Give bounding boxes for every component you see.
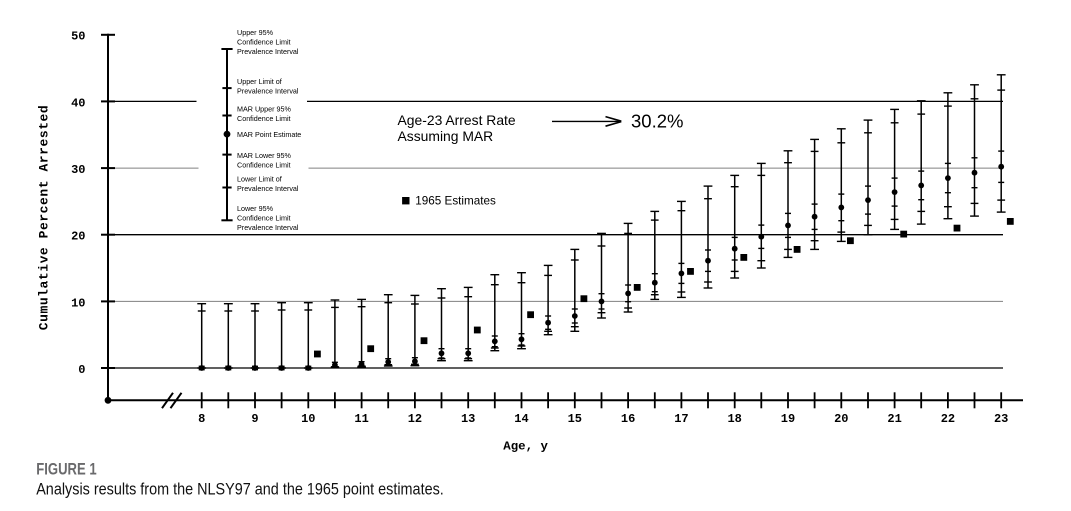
svg-text:Prevalence Interval: Prevalence Interval: [237, 47, 299, 56]
svg-text:Prevalence Interval: Prevalence Interval: [237, 223, 299, 232]
svg-text:9: 9: [251, 412, 258, 426]
svg-text:0: 0: [78, 363, 85, 377]
svg-text:50: 50: [71, 30, 85, 44]
svg-text:19: 19: [781, 412, 795, 426]
svg-text:Assuming MAR: Assuming MAR: [398, 128, 494, 144]
svg-text:13: 13: [461, 412, 475, 426]
svg-text:MAR Lower 95%: MAR Lower 95%: [237, 151, 292, 160]
svg-text:20: 20: [71, 230, 85, 244]
svg-text:16: 16: [621, 412, 635, 426]
svg-text:23: 23: [994, 412, 1008, 426]
svg-text:Confidence Limit: Confidence Limit: [237, 214, 291, 223]
svg-text:MAR Point Estimate: MAR Point Estimate: [237, 130, 301, 139]
svg-text:30.2%: 30.2%: [631, 111, 683, 132]
svg-text:10: 10: [71, 296, 85, 310]
svg-text:17: 17: [674, 412, 688, 426]
svg-text:12: 12: [408, 412, 422, 426]
svg-text:20: 20: [834, 412, 848, 426]
svg-text:11: 11: [354, 412, 368, 426]
svg-text:Age, y: Age, y: [503, 439, 548, 453]
svg-text:Analysis results from the NLSY: Analysis results from the NLSY97 and the…: [36, 480, 444, 498]
svg-text:18: 18: [727, 412, 741, 426]
svg-text:Age-23 Arrest Rate: Age-23 Arrest Rate: [398, 112, 516, 128]
svg-text:Upper Limit of: Upper Limit of: [237, 77, 282, 86]
svg-text:Upper 95%: Upper 95%: [237, 28, 274, 37]
svg-text:21: 21: [887, 412, 901, 426]
svg-text:14: 14: [514, 412, 528, 426]
svg-text:15: 15: [568, 412, 582, 426]
svg-text:Lower 95%: Lower 95%: [237, 204, 274, 213]
svg-text:1965 Estimates: 1965 Estimates: [415, 195, 496, 208]
svg-text:Confidence Limit: Confidence Limit: [237, 160, 291, 169]
svg-text:22: 22: [941, 412, 955, 426]
svg-text:8: 8: [198, 412, 205, 426]
svg-text:Prevalence Interval: Prevalence Interval: [237, 87, 299, 96]
svg-text:Confidence Limit: Confidence Limit: [237, 38, 291, 47]
svg-text:Lower Limit of: Lower Limit of: [237, 174, 282, 183]
svg-text:Prevalence Interval: Prevalence Interval: [237, 184, 299, 193]
svg-text:30: 30: [71, 163, 85, 177]
svg-text:10: 10: [301, 412, 315, 426]
svg-text:Cumulative Percent Arrested: Cumulative Percent Arrested: [37, 105, 52, 330]
svg-text:40: 40: [71, 96, 85, 110]
svg-text:FIGURE 1: FIGURE 1: [36, 460, 96, 479]
svg-text:Confidence Limit: Confidence Limit: [237, 114, 291, 123]
svg-text:MAR Upper 95%: MAR Upper 95%: [237, 104, 292, 113]
